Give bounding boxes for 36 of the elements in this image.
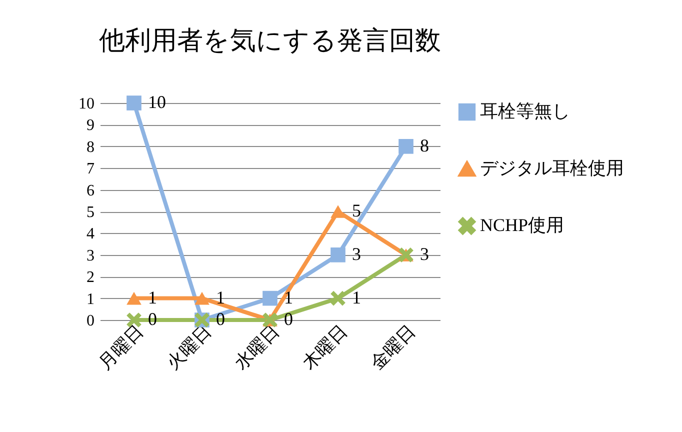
y-tick-label: 4 (86, 226, 94, 243)
data-label: 1 (216, 287, 225, 308)
y-tick-label: 1 (86, 290, 94, 308)
y-tick-label: 8 (86, 138, 94, 156)
data-label: 3 (352, 244, 361, 264)
y-tick-label: 7 (86, 160, 94, 178)
point (126, 292, 142, 305)
x-tick-label: 木曜日 (298, 321, 352, 374)
data-label: 1 (284, 287, 293, 308)
y-tick-label: 3 (86, 247, 94, 264)
y-tick-label: 0 (86, 312, 94, 330)
data-label: 8 (420, 135, 429, 156)
legend-label: デジタル耳栓使用 (480, 158, 624, 178)
point (194, 292, 210, 305)
y-tick-label: 10 (78, 96, 94, 112)
x-tick-label: 金曜日 (366, 321, 420, 374)
point (262, 290, 278, 306)
point (330, 247, 346, 262)
data-label: 1 (352, 287, 361, 308)
y-tick-label: 6 (86, 182, 94, 200)
data-label: 3 (420, 244, 429, 264)
y-tick-label: 2 (86, 269, 94, 286)
legend-label: NCHP使用 (480, 215, 564, 235)
data-label: 5 (352, 200, 361, 220)
chart-title: 他利用者を気にする発言回数 (99, 26, 441, 55)
data-label: 10 (148, 92, 166, 112)
point (330, 290, 346, 306)
point (330, 205, 346, 218)
y-tick-label: 9 (86, 117, 94, 134)
y-tick-label: 5 (86, 204, 94, 221)
data-label: 1 (148, 287, 157, 308)
x-tick-label: 月曜日 (94, 321, 148, 374)
point (126, 96, 142, 110)
x-tick-label: 水曜日 (230, 321, 284, 374)
point (398, 138, 414, 154)
legend-label: 耳栓等無し (480, 101, 570, 121)
